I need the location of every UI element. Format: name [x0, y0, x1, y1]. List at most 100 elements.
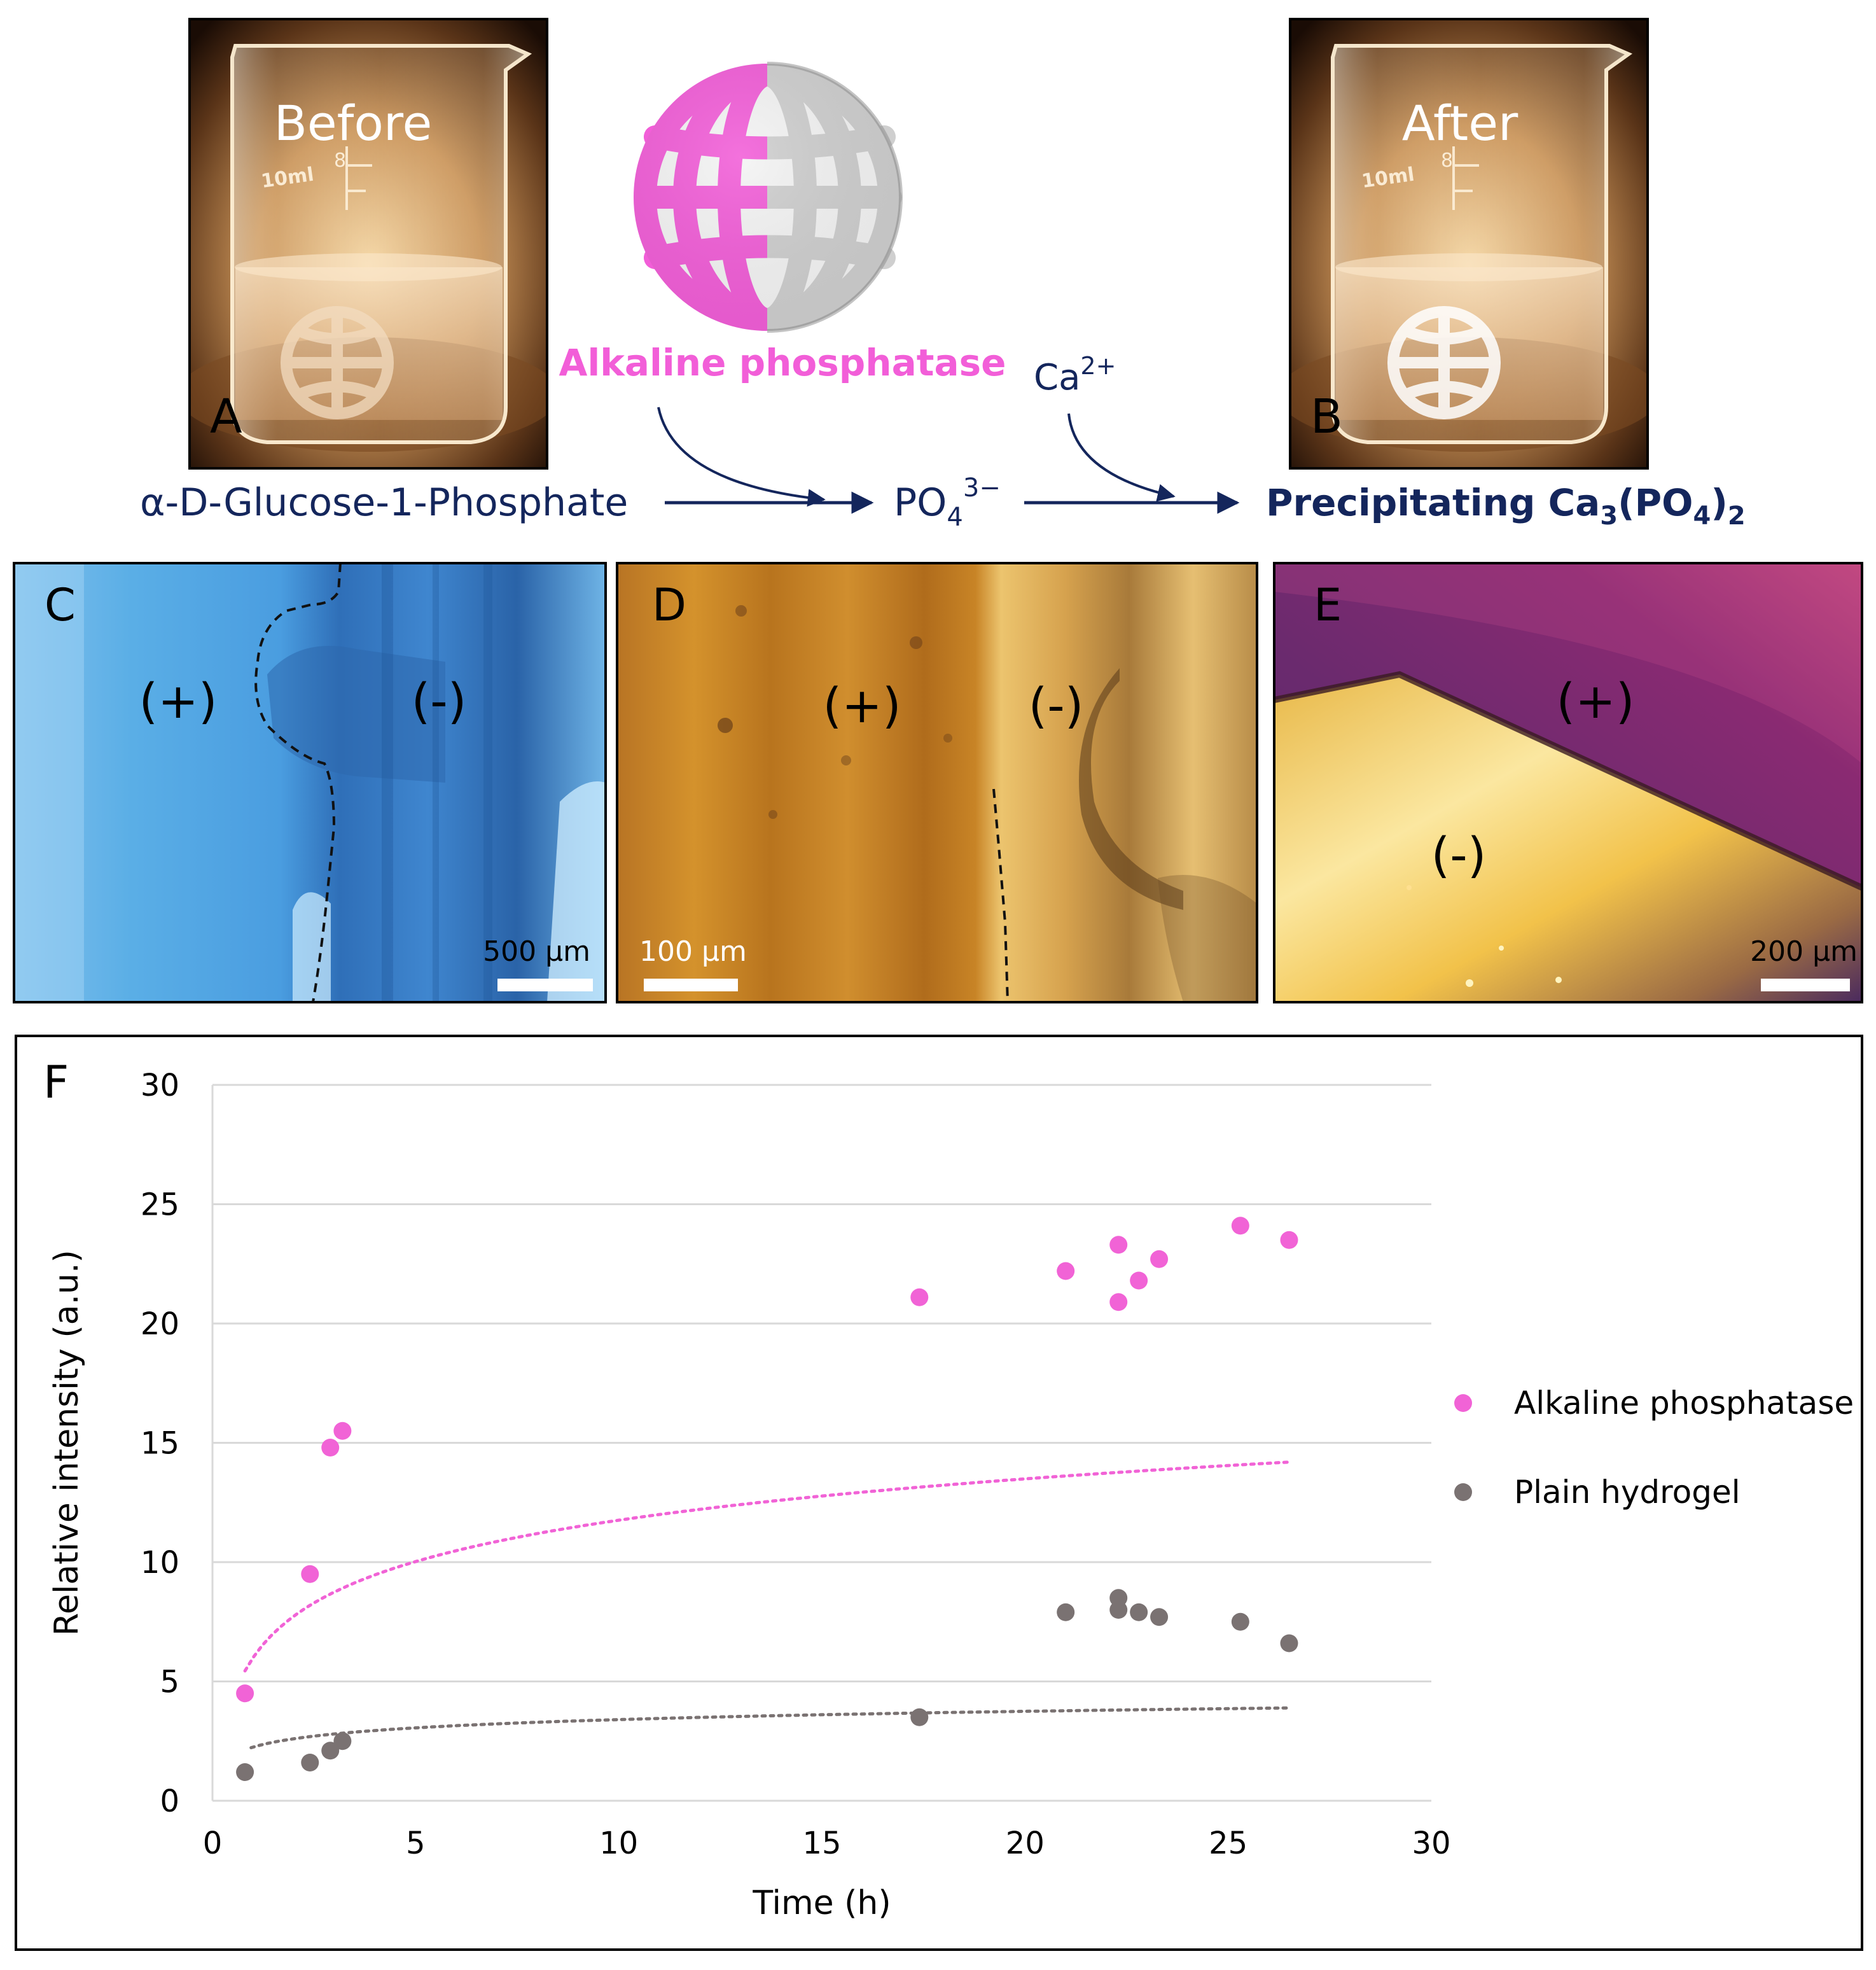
point-plain-hydrogel-1: [301, 1754, 319, 1771]
phosphate-base: PO: [894, 480, 947, 525]
panel-b-photo: [1290, 19, 1648, 468]
x-tick-label-20: 20: [1006, 1826, 1045, 1861]
point-alkaline-phosphatase-3: [333, 1422, 352, 1440]
beaker-mark-8-a: 8: [334, 150, 346, 172]
scale-bar-c: [497, 979, 593, 991]
boundary-line-d: [992, 788, 1009, 1003]
phosphate-superscript: 3−: [963, 473, 1001, 503]
panel-c-letter: C: [45, 579, 76, 631]
y-tick-label-25: 25: [141, 1187, 179, 1223]
panel-d-frame: [616, 562, 1258, 1003]
micrograph-e: [1274, 563, 1862, 1002]
panel-c-scale-label: 500 μm: [483, 935, 590, 968]
product-prefix: Precipitating Ca: [1266, 481, 1600, 524]
point-alkaline-phosphatase-8: [1130, 1271, 1148, 1290]
calcium-superscript: 2+: [1080, 352, 1116, 380]
x-tick-label-30: 30: [1412, 1826, 1450, 1861]
x-tick-label-0: 0: [203, 1826, 223, 1861]
y-tick-label-0: 0: [160, 1784, 179, 1819]
panel-a-frame: [188, 18, 548, 470]
x-tick-label-15: 15: [802, 1826, 841, 1861]
product-label: Precipitating Ca3(PO4)2: [1266, 481, 1746, 531]
legend-marker-alkaline-phosphatase: [1454, 1394, 1472, 1412]
panel-a-before-label: Before: [274, 95, 432, 151]
point-plain-hydrogel-9: [1150, 1608, 1169, 1626]
beaker-illustration-b: [1290, 44, 1648, 452]
point-alkaline-phosphatase-1: [301, 1565, 319, 1583]
panel-d-scale-label: 100 μm: [639, 935, 747, 968]
point-plain-hydrogel-4: [910, 1708, 929, 1726]
point-alkaline-phosphatase-9: [1150, 1250, 1169, 1268]
product-mid: (PO: [1618, 481, 1693, 524]
panel-e-minus-label: (-): [1431, 827, 1487, 883]
y-axis-title: Relative intensity (a.u.): [48, 1250, 86, 1636]
point-plain-hydrogel-10: [1231, 1612, 1249, 1631]
x-tick-label-10: 10: [599, 1826, 638, 1861]
trendline-plain-hydrogel: [249, 1706, 1291, 1750]
arrow-enzyme-catalysis: [657, 407, 826, 507]
phosphate-ion-label: PO43−: [894, 473, 1001, 532]
point-plain-hydrogel-5: [1057, 1603, 1075, 1621]
point-alkaline-phosphatase-11: [1280, 1231, 1298, 1249]
panel-d-letter: D: [652, 579, 686, 631]
panel-c-minus-label: (-): [412, 673, 467, 729]
calcium-base: Ca: [1034, 357, 1080, 398]
legend-label-alkaline-phosphatase: Alkaline phosphatase: [1514, 1385, 1854, 1422]
x-tick-label-5: 5: [406, 1826, 426, 1861]
arrow-calcium-addition: [1067, 413, 1176, 502]
phosphate-subscript: 4: [947, 503, 962, 532]
panel-b-after-label: After: [1402, 95, 1518, 151]
beaker-mark-8-b: 8: [1441, 150, 1453, 172]
calcium-ion-label: Ca2+: [1034, 352, 1116, 398]
x-axis-title: Time (h): [752, 1884, 891, 1922]
panel-a-letter: A: [210, 389, 242, 444]
substrate-label: α-D-Glucose-1-Phosphate: [140, 480, 628, 525]
point-alkaline-phosphatase-6: [1109, 1236, 1128, 1254]
panel-d-minus-label: (-): [1029, 677, 1084, 734]
point-alkaline-phosphatase-7: [1109, 1293, 1128, 1311]
panel-d-plus-label: (+): [823, 677, 901, 734]
point-plain-hydrogel-2: [321, 1742, 340, 1760]
panel-e-letter: E: [1314, 579, 1342, 631]
point-plain-hydrogel-3: [333, 1732, 352, 1750]
panel-c-plus-label: (+): [139, 673, 218, 729]
point-plain-hydrogel-7: [1109, 1601, 1128, 1619]
product-close: ): [1711, 481, 1728, 524]
y-tick-label-20: 20: [141, 1306, 179, 1342]
panel-c-frame: [13, 562, 607, 1003]
beaker-illustration-a: [190, 44, 547, 452]
product-sub-2: 4: [1693, 501, 1711, 531]
point-plain-hydrogel-8: [1130, 1603, 1148, 1621]
x-tick-label-25: 25: [1209, 1826, 1247, 1861]
point-alkaline-phosphatase-5: [1057, 1262, 1075, 1280]
product-sub-1: 3: [1600, 501, 1618, 531]
y-tick-label-10: 10: [141, 1545, 179, 1581]
trendline-alkaline-phosphatase: [243, 1460, 1291, 1673]
legend-marker-plain-hydrogel: [1454, 1483, 1472, 1501]
y-tick-label-15: 15: [141, 1426, 179, 1462]
product-sub-3: 2: [1728, 501, 1746, 531]
y-tick-label-30: 30: [141, 1068, 179, 1103]
intensity-chart: 0 5 10 15 20 25 30 0 5 10 15 20 25 30 Time (h) Relative…: [48, 1068, 1854, 1922]
panel-f-letter: F: [43, 1056, 69, 1108]
panel-b-frame: [1289, 18, 1649, 470]
panel-e-plus-label: (+): [1557, 673, 1635, 729]
scale-bar-e: [1761, 979, 1850, 991]
enzyme-label: Alkaline phosphatase: [559, 341, 1006, 384]
micrograph-c: [14, 562, 606, 1003]
point-alkaline-phosphatase-0: [236, 1684, 254, 1703]
micrograph-d: [617, 563, 1257, 1003]
hydrogel-sphere-icon: [634, 62, 903, 333]
y-tick-label-5: 5: [160, 1665, 179, 1700]
legend-label-plain-hydrogel: Plain hydrogel: [1514, 1474, 1741, 1511]
panel-b-letter: B: [1310, 389, 1343, 444]
panel-e-frame: [1273, 562, 1863, 1003]
panel-e-scale-label: 200 μm: [1750, 935, 1858, 968]
point-alkaline-phosphatase-10: [1231, 1217, 1249, 1235]
point-alkaline-phosphatase-4: [910, 1288, 929, 1306]
point-alkaline-phosphatase-2: [321, 1439, 340, 1457]
point-plain-hydrogel-11: [1280, 1634, 1298, 1652]
panel-f-frame: [15, 1035, 1863, 1951]
scale-bar-d: [644, 979, 738, 991]
